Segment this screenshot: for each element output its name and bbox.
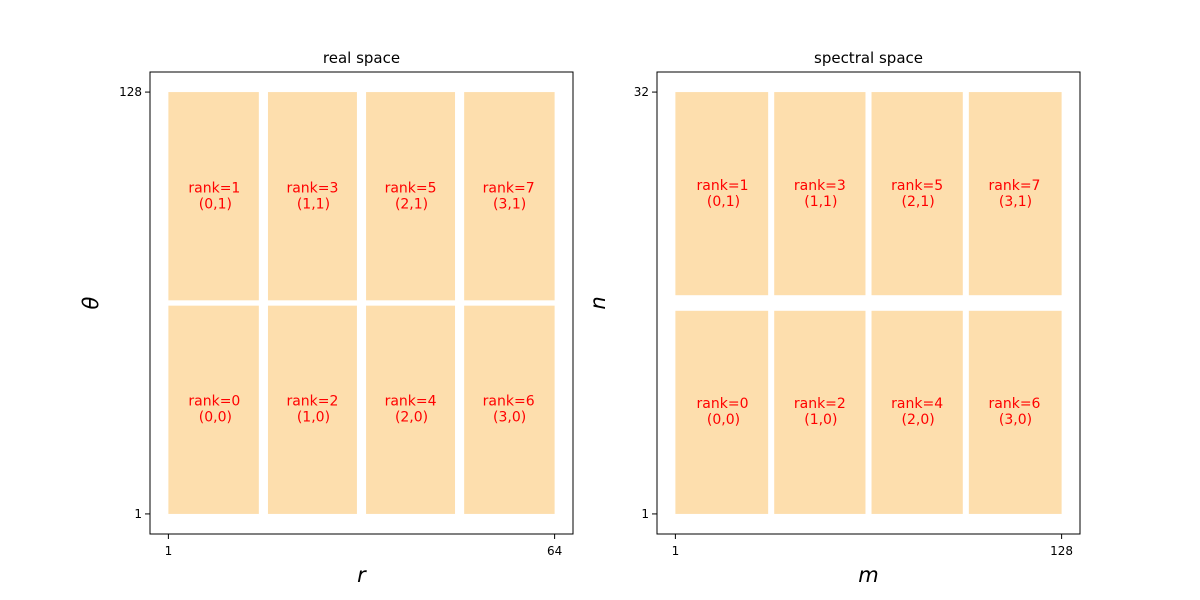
y-axis-label: θ: [79, 296, 103, 309]
y-tick-label: 128: [119, 85, 142, 99]
rank-label: rank=7 (3,1): [989, 178, 1041, 210]
rank-label: rank=0 (0,0): [697, 396, 749, 428]
rank-label: rank=7 (3,1): [483, 181, 535, 213]
axes-frame: [656, 71, 1081, 535]
rank-label: rank=1 (0,1): [188, 181, 240, 213]
panel-real-space: rank=0 (0,0) rank=2 (1,0) rank=4 (2,0) rank=6(…: [79, 49, 574, 587]
rank-block: [871, 92, 963, 296]
rank-label: rank=3 (1,1): [286, 181, 338, 213]
y-tick-label: 1: [641, 507, 649, 521]
chart-title: real space: [323, 49, 400, 67]
rank-block: [464, 305, 555, 514]
rank-label: rank=6 (3,0): [483, 393, 535, 425]
rank-label: rank=6 (3,0): [989, 396, 1041, 428]
rank-label: rank=0 (0,0): [188, 393, 240, 425]
rank-label: rank=5 (2,1): [385, 181, 437, 213]
rank-label: rank=2 (1,0): [286, 393, 338, 425]
rank-label: rank=5 (2,1): [891, 178, 943, 210]
x-tick-label: 64: [547, 544, 562, 558]
rank-block: [168, 305, 259, 514]
y-tick-label: 32: [634, 85, 649, 99]
rank-block: [871, 310, 963, 514]
x-tick-label: 128: [1050, 544, 1073, 558]
rank-block: [267, 305, 357, 514]
y-axis-label: n: [586, 296, 610, 309]
rank-block: [968, 92, 1062, 296]
x-axis-label: r: [357, 563, 367, 587]
rank-block: [464, 92, 555, 301]
x-tick-label: 1: [165, 544, 173, 558]
rank-block: [774, 310, 866, 514]
rank-block: [267, 92, 357, 301]
panels: rank=0 (0,0) rank=2 (1,0) rank=4 (2,0) rank=6(…: [79, 49, 1081, 587]
rank-block: [366, 92, 456, 301]
chart-title: spectral space: [814, 49, 923, 67]
rank-label: rank=1 (0,1): [697, 178, 749, 210]
axes-frame: [149, 71, 574, 535]
rank-block: [774, 92, 866, 296]
rank-label: rank=4 (2,0): [385, 393, 437, 425]
rank-label: rank=4 (2,0): [891, 396, 943, 428]
panel-spectral-space: rank=0 (0,0) rank=2 (1,0) rank=4 (2,0) rank=6(…: [586, 49, 1081, 587]
rank-block: [675, 92, 769, 296]
rank-block: [675, 310, 769, 514]
x-tick-label: 1: [672, 544, 680, 558]
rank-label: rank=3 (1,1): [794, 178, 846, 210]
x-axis-label: m: [858, 563, 878, 587]
y-tick-label: 1: [134, 507, 142, 521]
rank-block: [168, 92, 259, 301]
rank-block: [366, 305, 456, 514]
rank-block: [968, 310, 1062, 514]
rank-label: rank=2 (1,0): [794, 396, 846, 428]
